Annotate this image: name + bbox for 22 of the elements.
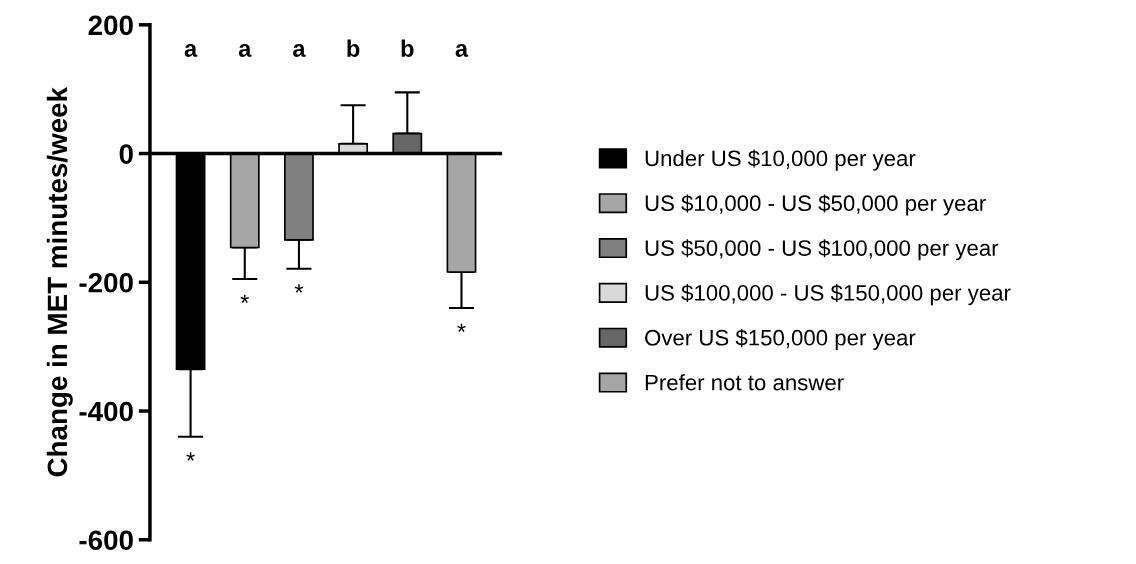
annotation: a — [455, 43, 469, 57]
annotation: b — [347, 39, 360, 57]
legend-label: US $100,000 - US $150,000 per year — [645, 284, 1011, 306]
annotation: * — [240, 294, 249, 303]
annotation: a — [238, 43, 252, 57]
annotation: a — [184, 43, 198, 57]
legend-label: Under US $10,000 per year — [645, 149, 916, 171]
legend-label: US $50,000 - US $100,000 per year — [645, 239, 999, 261]
y-tick-label: -400 — [79, 401, 133, 422]
annotation: b — [401, 39, 414, 57]
y-tick-label: -600 — [79, 530, 133, 551]
legend-label: Prefer not to answer — [645, 374, 844, 391]
y-tick-label: 200 — [88, 15, 133, 36]
annotation: * — [294, 284, 304, 293]
y-tick-label: 0 — [119, 144, 133, 164]
y-tick-label: -200 — [79, 272, 133, 293]
annotation: * — [457, 323, 466, 332]
legend-label: US $10,000 - US $50,000 per year — [645, 194, 986, 216]
legend-label: Over US $150,000 per year — [645, 328, 916, 350]
annotation: * — [186, 452, 195, 461]
annotation: a — [293, 43, 306, 57]
y-axis-title: Change in MET minutes/week — [46, 86, 73, 477]
